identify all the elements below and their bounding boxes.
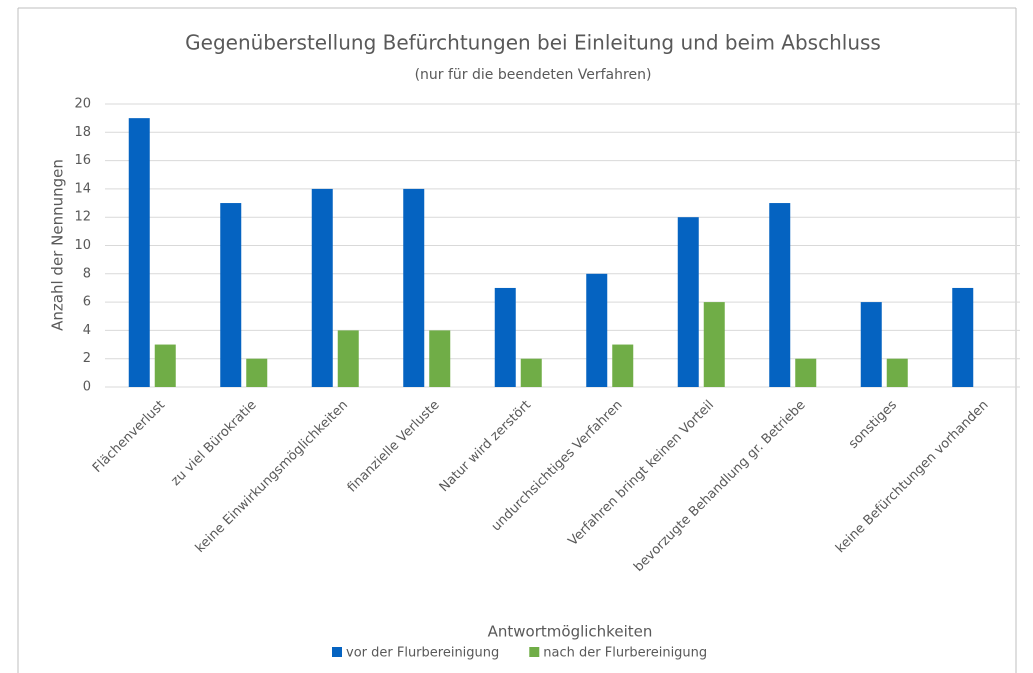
legend-label: nach der Flurbereinigung: [543, 646, 707, 661]
y-tick-label: 10: [74, 238, 91, 253]
bar: [703, 302, 725, 387]
x-tick-label: keine Befürchtungen vorhanden: [833, 398, 991, 556]
bar: [128, 118, 150, 388]
x-tick-label: sonstiges: [846, 398, 900, 452]
y-tick-label: 0: [83, 380, 91, 395]
y-tick-label: 2: [83, 351, 91, 366]
y-tick-label: 18: [74, 125, 91, 140]
bar: [311, 188, 333, 387]
x-tick-label: finanzielle Verluste: [345, 398, 443, 496]
x-tick-label: keine Einwirkungsmöglichkeiten: [193, 398, 351, 556]
legend-label: vor der Flurbereinigung: [346, 646, 499, 661]
bar: [769, 203, 791, 387]
bar: [246, 358, 268, 387]
chart-title: Gegenüberstellung Befürchtungen bei Einl…: [185, 31, 881, 55]
bar: [220, 203, 242, 387]
legend-swatch: [529, 647, 540, 657]
bar: [886, 358, 908, 387]
y-tick-label: 8: [83, 266, 91, 281]
bar: [494, 287, 516, 387]
bar: [952, 287, 974, 387]
bar: [795, 358, 817, 387]
y-tick-label: 6: [83, 295, 91, 310]
legend-swatch: [332, 647, 342, 657]
x-tick-label: Verfahren bringt keinen Vorteil: [566, 398, 717, 549]
x-tick-label: Flächenverlust: [90, 398, 168, 476]
bar: [520, 358, 542, 387]
x-tick-label: Natur wird zerstört: [437, 398, 534, 495]
y-tick-label: 12: [74, 210, 91, 225]
bar: [403, 188, 425, 387]
y-tick-label: 4: [83, 323, 91, 338]
y-tick-label: 20: [74, 97, 91, 112]
chart-subtitle: (nur für die beendeten Verfahren): [415, 67, 652, 83]
bar: [677, 217, 699, 387]
y-axis-title: Anzahl der Nennungen: [49, 159, 67, 331]
bar: [337, 330, 359, 387]
x-axis-title: Antwortmöglichkeiten: [488, 623, 653, 641]
x-tick-label: zu viel Bürokratie: [168, 398, 259, 489]
bar: [429, 330, 451, 387]
bar: [860, 302, 882, 387]
y-tick-label: 14: [74, 181, 91, 196]
y-tick-label: 16: [74, 153, 91, 168]
bar: [154, 344, 176, 387]
bar: [612, 344, 634, 387]
x-tick-label: bevorzugte Behandlung gr. Betriebe: [631, 398, 808, 575]
bar: [586, 273, 608, 387]
